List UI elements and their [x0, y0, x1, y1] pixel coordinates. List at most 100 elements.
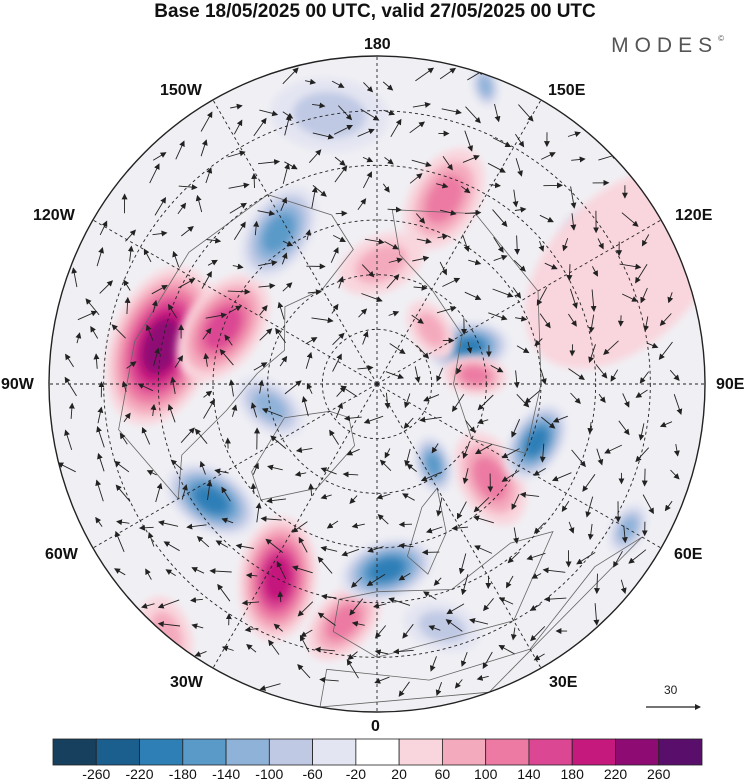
wind-arrow	[207, 259, 218, 266]
wind-arrow	[85, 298, 100, 316]
wind-arrow	[673, 444, 680, 457]
wind-arrow	[382, 183, 390, 193]
wind-arrow	[362, 156, 374, 163]
wind-arrow	[402, 493, 415, 501]
wind-arrow	[214, 468, 229, 475]
wind-arrow	[221, 645, 234, 652]
wind-arrow	[603, 340, 619, 355]
wind-arrow	[124, 296, 131, 315]
wind-arrow	[571, 156, 586, 163]
wind-arrow	[539, 443, 546, 463]
wind-arrow	[635, 389, 648, 398]
wind-arrow	[321, 593, 337, 600]
wind-arrow	[250, 402, 258, 418]
wind-arrow	[436, 182, 449, 189]
colorbar-swatch	[658, 738, 703, 766]
wind-arrow	[233, 119, 243, 135]
colorbar-swatch	[139, 738, 184, 766]
wind-arrow	[442, 277, 461, 287]
wind-arrow	[493, 237, 504, 253]
wind-arrow	[465, 420, 476, 433]
wind-arrow	[593, 603, 600, 626]
wind-arrow	[119, 432, 128, 445]
wind-arrow	[473, 515, 494, 524]
wind-arrow	[538, 240, 545, 252]
wind-arrow	[165, 569, 176, 576]
wind-arrow	[297, 601, 314, 617]
wind-arrow	[141, 602, 155, 609]
wind-arrow	[552, 415, 568, 423]
wind-arrow	[331, 80, 345, 88]
wind-arrow	[437, 233, 449, 240]
colorbar-swatch	[268, 738, 313, 766]
wind-arrow	[445, 619, 463, 632]
wind-arrow	[415, 213, 426, 224]
anomaly-blob	[402, 600, 482, 653]
wind-arrow	[530, 626, 546, 642]
wind-arrow	[431, 443, 439, 454]
wind-arrow	[338, 276, 344, 289]
wind-arrow	[610, 369, 619, 382]
wind-arrow	[297, 663, 311, 679]
wind-arrow	[621, 212, 639, 227]
wind-arrow	[224, 334, 233, 346]
wind-arrow	[425, 526, 443, 534]
wind-arrow	[178, 184, 198, 191]
wind-arrow	[95, 516, 103, 527]
wind-arrow	[516, 393, 530, 408]
wind-arrow	[386, 274, 400, 289]
wind-arrow	[357, 364, 374, 371]
wind-arrow	[167, 404, 176, 423]
colorbar-swatch	[312, 738, 357, 766]
wind-arrow	[99, 280, 114, 294]
wind-arrow	[268, 639, 280, 655]
wind-arrow	[551, 472, 572, 482]
wind-arrow	[282, 163, 290, 184]
wind-arrow	[628, 549, 647, 564]
wind-arrow	[319, 676, 339, 683]
wind-arrow	[374, 649, 389, 656]
wind-arrow	[259, 683, 281, 691]
colorbar-tick-label: 60	[434, 766, 451, 782]
wind-arrow	[519, 491, 540, 498]
wind-arrow	[172, 250, 180, 268]
wind-arrow	[468, 259, 482, 266]
wind-arrow	[203, 390, 213, 398]
wind-arrow	[282, 240, 294, 247]
wind-arrow	[90, 325, 99, 339]
wind-arrow	[252, 462, 259, 475]
wind-arrow	[64, 376, 77, 397]
wind-arrow	[588, 344, 596, 363]
wind-arrow	[511, 419, 521, 438]
wind-arrow	[326, 520, 339, 529]
wind-arrow	[276, 561, 287, 580]
wind-arrow	[592, 266, 598, 277]
map-boundary	[48, 55, 706, 713]
wind-arrow	[203, 352, 210, 367]
wind-arrow	[312, 132, 335, 140]
wind-arrow	[643, 316, 650, 332]
wind-arrow	[258, 379, 265, 394]
lon-label-0: 0	[371, 718, 380, 735]
wind-arrow	[474, 443, 493, 455]
wind-arrow	[181, 225, 194, 237]
colorbar-tick-label: 100	[474, 766, 498, 782]
wind-arrow	[93, 353, 100, 369]
wind-arrow	[209, 568, 232, 575]
wind-arrow	[317, 612, 336, 626]
wind-arrow	[227, 150, 246, 158]
colorbar-tick-label: -220	[125, 766, 154, 782]
wind-arrow	[473, 497, 490, 513]
wind-arrow	[541, 152, 556, 160]
wind-arrow	[384, 448, 391, 459]
wind-arrow	[170, 376, 177, 395]
wind-arrow	[261, 407, 283, 417]
wind-arrow	[423, 591, 437, 600]
wind-arrow	[492, 209, 508, 227]
wind-arrow	[646, 342, 659, 349]
wind-arrow	[460, 651, 468, 667]
meridian-line	[376, 383, 662, 549]
colorbar	[52, 738, 703, 766]
wind-arrow	[253, 220, 260, 236]
